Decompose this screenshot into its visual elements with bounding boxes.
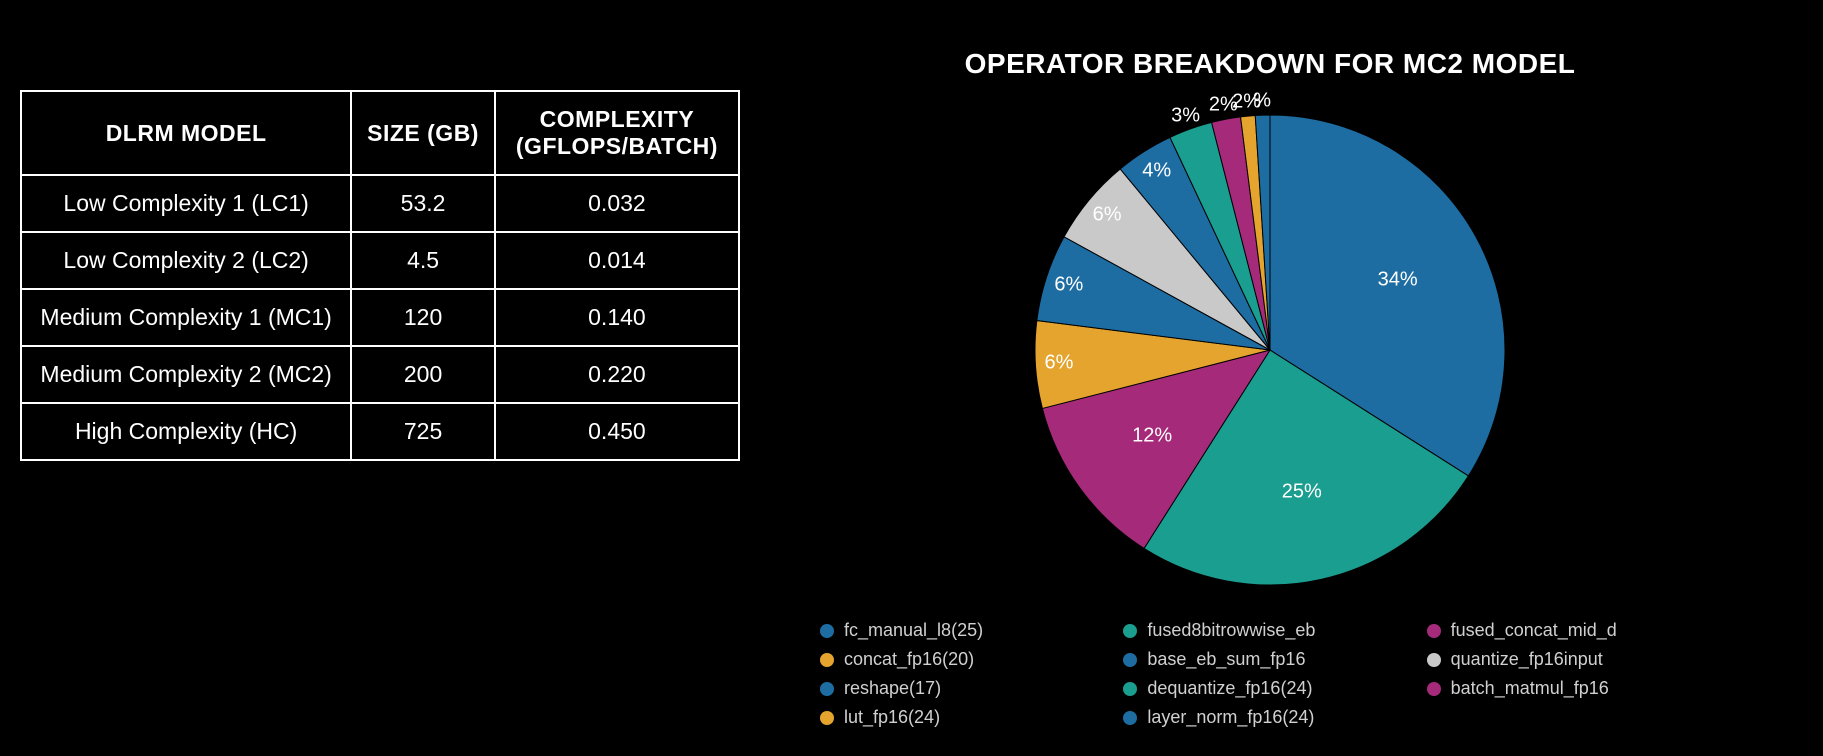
- legend-item: fc_manual_l8(25): [820, 620, 1113, 641]
- pie-slice-label: 25%: [1282, 481, 1322, 504]
- legend-swatch: [1123, 624, 1137, 638]
- legend-item: dequantize_fp16(24): [1123, 678, 1416, 699]
- pie-slice-label: 6%: [1093, 204, 1122, 227]
- table-row: Medium Complexity 2 (MC2)2000.220: [21, 346, 739, 403]
- table-cell: 53.2: [351, 175, 495, 232]
- legend-item: reshape(17): [820, 678, 1113, 699]
- legend-label: fc_manual_l8(25): [844, 620, 983, 641]
- pie-slice-label: 12%: [1132, 424, 1172, 447]
- table-row: Low Complexity 2 (LC2)4.50.014: [21, 232, 739, 289]
- pie-slice-label: 34%: [1378, 268, 1418, 291]
- table-body: Low Complexity 1 (LC1)53.20.032Low Compl…: [21, 175, 739, 460]
- legend-label: concat_fp16(20): [844, 649, 974, 670]
- legend-item: fused_concat_mid_d: [1427, 620, 1720, 641]
- legend-label: batch_matmul_fp16: [1451, 678, 1609, 699]
- table-cell: Low Complexity 2 (LC2): [21, 232, 351, 289]
- pie-slice-label: 3%: [1171, 104, 1200, 127]
- table-cell: 0.450: [495, 403, 739, 460]
- col-header-model: DLRM MODEL: [21, 91, 351, 175]
- pie-slice-label: 6%: [1044, 352, 1073, 375]
- legend-item: lut_fp16(24): [820, 707, 1113, 728]
- legend-swatch: [820, 711, 834, 725]
- table-cell: 0.032: [495, 175, 739, 232]
- dlrm-model-table-container: DLRM MODEL SIZE (GB) COMPLEXITY (GFLOPS/…: [20, 90, 740, 461]
- operator-breakdown-panel: OPERATOR BREAKDOWN FOR MC2 MODEL 34% 25% 1…: [820, 48, 1720, 610]
- legend-swatch: [1123, 653, 1137, 667]
- dlrm-model-table: DLRM MODEL SIZE (GB) COMPLEXITY (GFLOPS/…: [20, 90, 740, 461]
- legend-label: base_eb_sum_fp16: [1147, 649, 1305, 670]
- pie-svg: [1010, 90, 1530, 610]
- table-cell: 0.014: [495, 232, 739, 289]
- legend-swatch: [1427, 624, 1441, 638]
- legend-swatch: [820, 624, 834, 638]
- table-row: High Complexity (HC)7250.450: [21, 403, 739, 460]
- table-cell: 0.140: [495, 289, 739, 346]
- legend-label: dequantize_fp16(24): [1147, 678, 1312, 699]
- pie-slice-label: 6%: [1054, 273, 1083, 296]
- legend-item: base_eb_sum_fp16: [1123, 649, 1416, 670]
- chart-legend: fc_manual_l8(25) fused8bitrowwise_eb fused…: [820, 620, 1720, 728]
- table-cell: 0.220: [495, 346, 739, 403]
- col-header-complexity: COMPLEXITY (GFLOPS/BATCH): [495, 91, 739, 175]
- legend-label: fused_concat_mid_d: [1451, 620, 1617, 641]
- chart-title: OPERATOR BREAKDOWN FOR MC2 MODEL: [820, 48, 1720, 80]
- legend-swatch: [1427, 682, 1441, 696]
- legend-swatch: [1427, 653, 1441, 667]
- table-cell: Medium Complexity 2 (MC2): [21, 346, 351, 403]
- pie-chart: 34%25%12%6%6%6%4%3%2%2%%: [1010, 90, 1530, 610]
- legend-label: lut_fp16(24): [844, 707, 940, 728]
- legend-item: batch_matmul_fp16: [1427, 678, 1720, 699]
- legend-swatch: [820, 653, 834, 667]
- table-header-row: DLRM MODEL SIZE (GB) COMPLEXITY (GFLOPS/…: [21, 91, 739, 175]
- legend-item: layer_norm_fp16(24): [1123, 707, 1416, 728]
- table-cell: 725: [351, 403, 495, 460]
- table-row: Low Complexity 1 (LC1)53.20.032: [21, 175, 739, 232]
- legend-label: fused8bitrowwise_eb: [1147, 620, 1315, 641]
- table-cell: Medium Complexity 1 (MC1): [21, 289, 351, 346]
- legend-swatch: [1123, 711, 1137, 725]
- table-row: Medium Complexity 1 (MC1)1200.140: [21, 289, 739, 346]
- pie-slice-label: %: [1253, 90, 1271, 113]
- legend-label: reshape(17): [844, 678, 941, 699]
- table-cell: 200: [351, 346, 495, 403]
- legend-label: layer_norm_fp16(24): [1147, 707, 1314, 728]
- legend-swatch: [1123, 682, 1137, 696]
- legend-item: concat_fp16(20): [820, 649, 1113, 670]
- table-cell: Low Complexity 1 (LC1): [21, 175, 351, 232]
- legend-swatch: [820, 682, 834, 696]
- table-cell: High Complexity (HC): [21, 403, 351, 460]
- legend-item: quantize_fp16input: [1427, 649, 1720, 670]
- pie-slice-label: 4%: [1142, 160, 1171, 183]
- legend-item: fused8bitrowwise_eb: [1123, 620, 1416, 641]
- table-cell: 4.5: [351, 232, 495, 289]
- legend-label: quantize_fp16input: [1451, 649, 1603, 670]
- col-header-size: SIZE (GB): [351, 91, 495, 175]
- table-cell: 120: [351, 289, 495, 346]
